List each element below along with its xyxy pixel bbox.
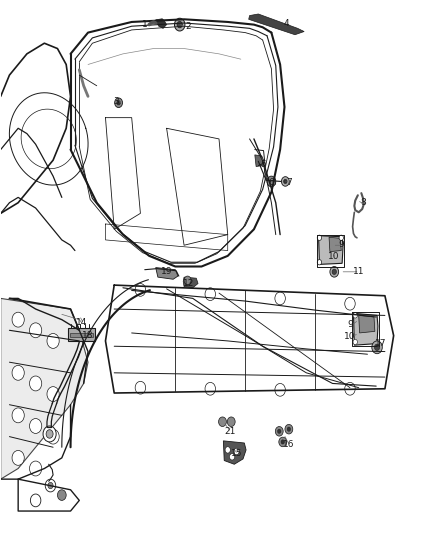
Polygon shape xyxy=(359,316,375,333)
Text: 21: 21 xyxy=(224,427,236,436)
Polygon shape xyxy=(1,298,88,479)
Circle shape xyxy=(115,98,123,108)
Text: 10: 10 xyxy=(328,253,339,261)
Circle shape xyxy=(174,18,185,31)
Polygon shape xyxy=(318,236,343,264)
Text: 1: 1 xyxy=(142,20,148,29)
Circle shape xyxy=(135,381,146,394)
Text: 8: 8 xyxy=(360,198,366,207)
Circle shape xyxy=(285,424,293,434)
Circle shape xyxy=(29,323,42,338)
Circle shape xyxy=(46,430,53,438)
Text: 3: 3 xyxy=(113,97,119,106)
Text: 11: 11 xyxy=(353,268,364,276)
Text: 15: 15 xyxy=(231,449,242,458)
Text: 2: 2 xyxy=(186,22,191,31)
Circle shape xyxy=(12,408,24,423)
Polygon shape xyxy=(155,268,178,279)
Circle shape xyxy=(353,313,357,318)
Circle shape xyxy=(29,376,42,391)
Text: 4: 4 xyxy=(284,19,290,28)
Circle shape xyxy=(225,447,230,453)
Polygon shape xyxy=(223,441,246,464)
Circle shape xyxy=(267,176,276,187)
Circle shape xyxy=(30,494,41,507)
Circle shape xyxy=(374,344,380,351)
Text: 18: 18 xyxy=(82,331,94,340)
Text: 19: 19 xyxy=(161,268,173,276)
Circle shape xyxy=(234,448,239,455)
Circle shape xyxy=(275,292,286,305)
Circle shape xyxy=(29,418,42,433)
Circle shape xyxy=(12,312,24,327)
Circle shape xyxy=(284,179,287,183)
Circle shape xyxy=(275,383,286,396)
Circle shape xyxy=(177,21,182,28)
Text: 17: 17 xyxy=(375,339,386,348)
Polygon shape xyxy=(353,313,378,345)
Circle shape xyxy=(29,461,42,476)
Text: 9: 9 xyxy=(347,320,353,329)
Circle shape xyxy=(339,235,343,240)
Circle shape xyxy=(276,426,283,436)
Circle shape xyxy=(12,366,24,380)
Circle shape xyxy=(205,288,215,301)
Circle shape xyxy=(219,417,226,426)
Polygon shape xyxy=(268,178,276,185)
Polygon shape xyxy=(255,155,264,166)
Circle shape xyxy=(281,440,285,444)
Circle shape xyxy=(317,235,321,240)
Circle shape xyxy=(230,454,235,460)
Circle shape xyxy=(330,266,339,277)
Polygon shape xyxy=(70,334,93,337)
Text: 6: 6 xyxy=(268,178,274,187)
Text: 5: 5 xyxy=(260,160,265,169)
Circle shape xyxy=(317,260,321,265)
Circle shape xyxy=(12,450,24,465)
Circle shape xyxy=(184,276,191,285)
Circle shape xyxy=(45,479,56,492)
Text: 12: 12 xyxy=(183,279,194,288)
Circle shape xyxy=(278,429,281,433)
Circle shape xyxy=(43,426,56,442)
Circle shape xyxy=(287,427,290,431)
Polygon shape xyxy=(155,19,166,28)
Text: 7: 7 xyxy=(286,178,292,187)
Circle shape xyxy=(345,382,355,395)
Circle shape xyxy=(353,340,357,345)
Circle shape xyxy=(279,437,287,447)
Polygon shape xyxy=(249,14,304,35)
Polygon shape xyxy=(68,328,95,341)
Circle shape xyxy=(117,101,120,105)
Circle shape xyxy=(47,429,59,444)
Text: 10: 10 xyxy=(344,332,356,341)
Circle shape xyxy=(332,269,336,274)
Polygon shape xyxy=(329,237,341,252)
Circle shape xyxy=(227,417,235,426)
Circle shape xyxy=(47,386,59,401)
Circle shape xyxy=(48,482,53,489)
Text: 14: 14 xyxy=(76,318,87,327)
Polygon shape xyxy=(183,277,198,288)
Circle shape xyxy=(47,334,59,349)
Circle shape xyxy=(57,490,66,500)
Circle shape xyxy=(345,297,355,310)
Circle shape xyxy=(372,341,382,354)
Text: 16: 16 xyxy=(283,440,295,449)
Circle shape xyxy=(205,382,215,395)
Text: 9: 9 xyxy=(339,240,344,249)
Circle shape xyxy=(135,284,146,296)
Circle shape xyxy=(282,176,289,186)
